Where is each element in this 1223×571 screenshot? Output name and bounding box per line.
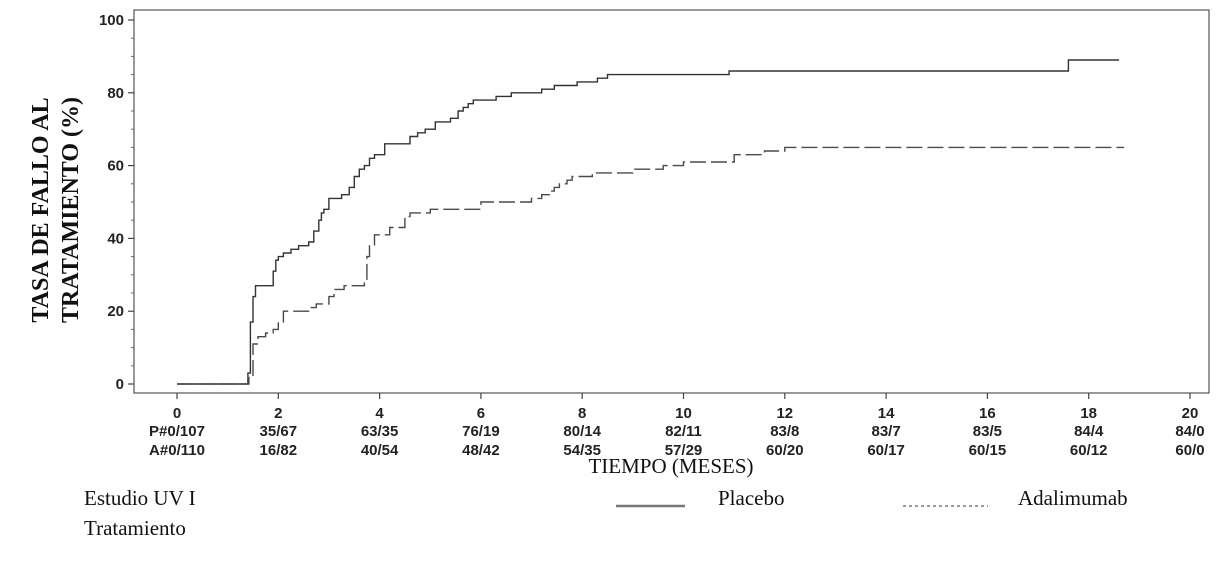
y-tick-label-100: 100 [99, 12, 124, 29]
at-risk-a-cell: 40/54 [361, 442, 399, 459]
at-risk-a-cell: 60/17 [867, 442, 905, 459]
x-axis: 0 2 4 6 8 10 12 14 16 18 20 [173, 393, 1199, 422]
legend-label-adalimumab: Adalimumab [1018, 486, 1128, 510]
at-risk-a-cell: 60/15 [969, 442, 1007, 459]
at-risk-a-cell: 60/12 [1070, 442, 1108, 459]
y-tick-label-0: 0 [116, 376, 124, 393]
at-risk-a-cell: 16/82 [260, 442, 298, 459]
at-risk-p-cell: 76/19 [462, 423, 500, 440]
x-tick-label-10: 10 [675, 405, 692, 422]
x-tick-label-8: 8 [578, 405, 586, 422]
x-tick-label-4: 4 [375, 405, 384, 422]
at-risk-a-cell: 48/42 [462, 442, 500, 459]
x-tick-label-2: 2 [274, 405, 282, 422]
legend: Placebo Adalimumab [616, 486, 1128, 510]
x-tick-label-16: 16 [979, 405, 996, 422]
at-risk-p-cell: 63/35 [361, 423, 399, 440]
x-tick-label-0: 0 [173, 405, 181, 422]
at-risk-p-cell: 80/14 [563, 423, 601, 440]
plot-frame [134, 10, 1209, 393]
y-axis: 0 20 40 60 80 100 [99, 12, 134, 393]
at-risk-p-cell: 83/5 [973, 423, 1002, 440]
at-risk-a-cell: A#0/110 [149, 442, 205, 459]
x-tick-label-20: 20 [1182, 405, 1199, 422]
y-tick-label-60: 60 [107, 158, 124, 175]
at-risk-a-cell: 60/0 [1175, 442, 1204, 459]
at-risk-p-cell: P#0/107 [149, 423, 205, 440]
y-axis-label-line-2: TRATAMIENTO (%) [58, 97, 84, 323]
at-risk-p-cell: 35/67 [260, 423, 298, 440]
y-axis-label: TASA DE FALLO AL TRATAMIENTO (%) [28, 97, 84, 323]
series-adalimumab-line [177, 147, 1124, 384]
y-axis-label-line-1: TASA DE FALLO AL [28, 97, 54, 322]
caption-line-1: Estudio UV I [84, 486, 196, 510]
at-risk-p-cell: 82/11 [665, 423, 702, 440]
series-placebo-line [177, 60, 1119, 384]
series-layer [177, 60, 1124, 384]
x-tick-label-18: 18 [1080, 405, 1097, 422]
legend-label-placebo: Placebo [718, 486, 784, 510]
y-tick-label-80: 80 [107, 85, 124, 102]
at-risk-p-cell: 83/7 [871, 423, 900, 440]
at-risk-p-cell: 84/4 [1074, 423, 1104, 440]
x-tick-label-6: 6 [477, 405, 485, 422]
y-tick-label-40: 40 [107, 230, 124, 247]
y-tick-label-20: 20 [107, 303, 124, 320]
x-axis-label: TIEMPO (MESES) [588, 454, 753, 478]
caption-line-2: Tratamiento [84, 516, 186, 540]
at-risk-p-cell: 83/8 [770, 423, 799, 440]
x-tick-label-14: 14 [878, 405, 895, 422]
at-risk-a-cell: 60/20 [766, 442, 804, 459]
x-tick-label-12: 12 [776, 405, 793, 422]
at-risk-p-cell: 84/0 [1175, 423, 1204, 440]
